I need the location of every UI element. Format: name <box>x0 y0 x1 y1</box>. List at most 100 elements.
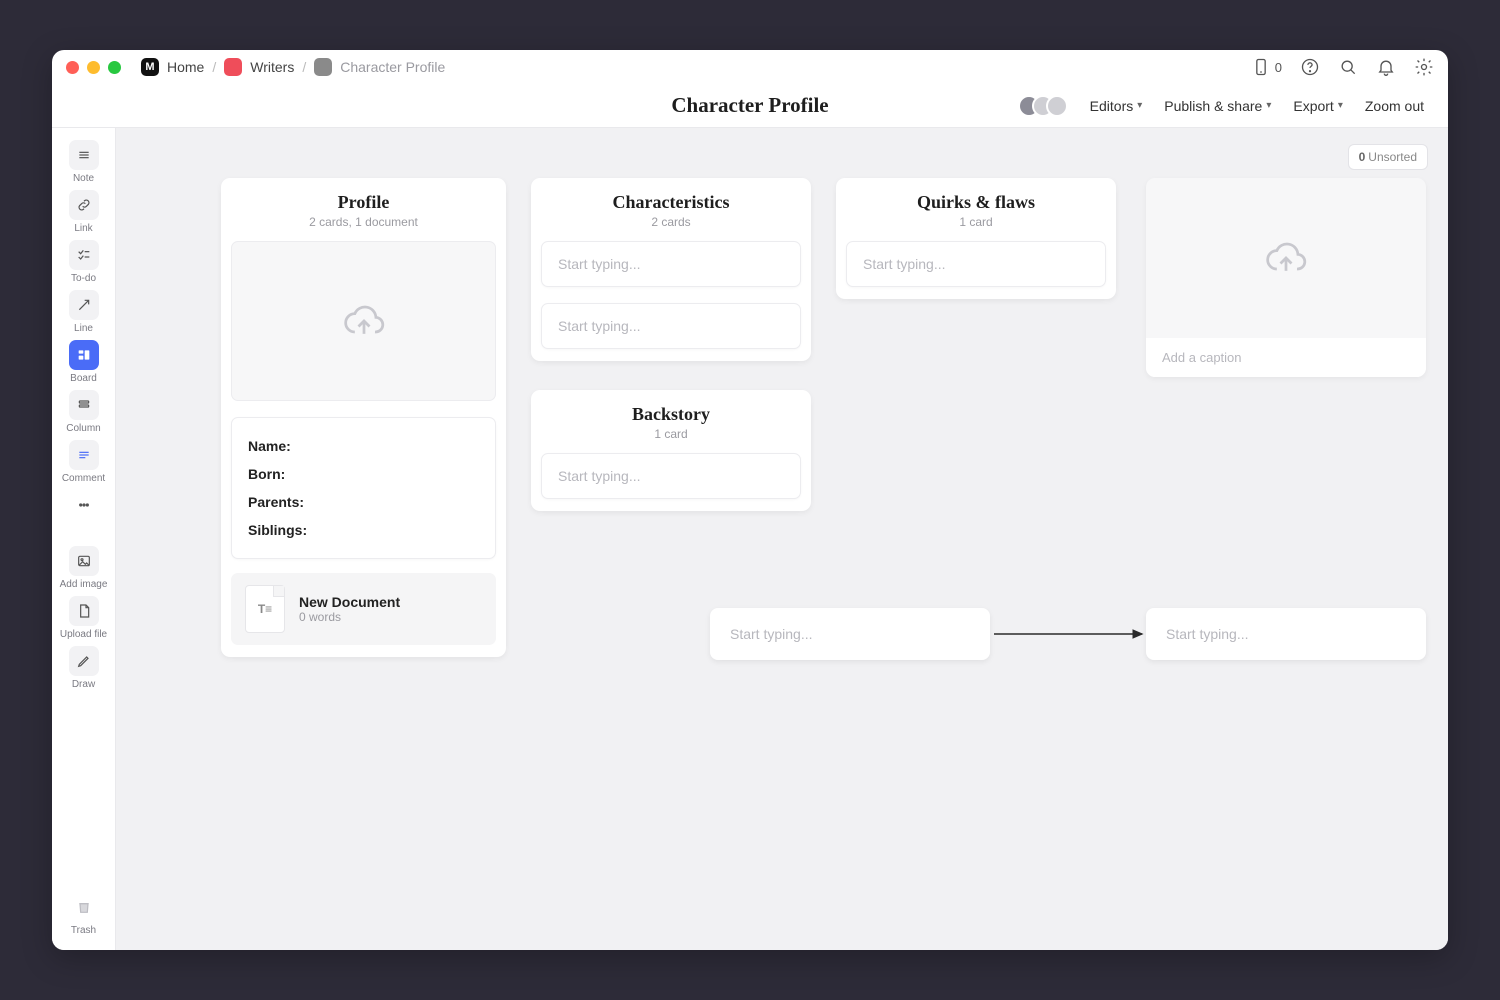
column-icon <box>76 397 92 413</box>
board-subtitle: 1 card <box>547 427 795 441</box>
tool-todo[interactable]: To-do <box>60 240 108 284</box>
chevron-down-icon: ▾ <box>1137 100 1142 111</box>
tool-label: Board <box>70 373 97 384</box>
maximize-icon[interactable] <box>108 61 121 74</box>
tool-note[interactable]: Note <box>60 140 108 184</box>
board-quirks[interactable]: Quirks & flaws 1 card Start typing... <box>836 178 1116 299</box>
note-card[interactable]: Start typing... <box>1146 608 1426 660</box>
trash-icon <box>76 899 92 915</box>
chevron-down-icon: ▾ <box>1338 100 1343 111</box>
profile-fields-card[interactable]: Name: Born: Parents: Siblings: <box>231 417 496 559</box>
note-card[interactable]: Start typing... <box>541 453 801 499</box>
breadcrumb-page[interactable]: Character Profile <box>340 59 445 75</box>
tool-add-image[interactable]: Add image <box>60 546 108 590</box>
connector-arrow[interactable] <box>988 628 1148 642</box>
board-backstory[interactable]: Backstory 1 card Start typing... <box>531 390 811 511</box>
tool-link[interactable]: Link <box>60 190 108 234</box>
field-siblings: Siblings: <box>248 516 479 544</box>
tool-line[interactable]: Line <box>60 290 108 334</box>
editors-menu[interactable]: Editors▾ <box>1090 98 1143 114</box>
tool-board[interactable]: Board <box>60 340 108 384</box>
tool-label: Comment <box>62 473 105 484</box>
page-title: Character Profile <box>671 93 828 118</box>
tool-label: Upload file <box>60 629 107 640</box>
home-icon[interactable]: M <box>141 58 159 76</box>
board-subtitle: 1 card <box>852 215 1100 229</box>
board-title: Profile <box>237 192 490 213</box>
upload-cloud-icon <box>342 299 386 343</box>
checklist-icon <box>76 247 92 263</box>
writers-icon[interactable] <box>224 58 242 76</box>
file-icon <box>76 603 92 619</box>
tab-bar: M Home / Writers / Character Profile 0 <box>52 50 1448 84</box>
help-icon <box>1300 57 1320 77</box>
window-controls[interactable] <box>66 61 121 74</box>
app-body: Note Link To-do Line Board Column <box>52 128 1448 950</box>
chevron-down-icon: ▾ <box>1266 100 1271 111</box>
note-card[interactable]: Start typing... <box>710 608 990 660</box>
tool-label: Link <box>74 223 92 234</box>
document-card[interactable]: T≡ New Document 0 words <box>231 573 496 645</box>
comment-icon <box>76 447 92 463</box>
unsorted-badge[interactable]: 0Unsorted <box>1348 144 1428 170</box>
tool-label: Column <box>66 423 100 434</box>
export-menu[interactable]: Export ▾ <box>1293 98 1343 114</box>
board-title: Quirks & flaws <box>852 192 1100 213</box>
tool-label: Draw <box>72 679 95 690</box>
breadcrumb-sep: / <box>302 59 306 75</box>
field-parents: Parents: <box>248 488 479 516</box>
gear-icon <box>1414 57 1434 77</box>
breadcrumb-home[interactable]: Home <box>167 59 204 75</box>
board-icon <box>76 347 92 363</box>
image-icon <box>76 553 92 569</box>
image-dropzone[interactable] <box>231 241 496 401</box>
editor-avatars[interactable] <box>1018 95 1068 117</box>
tool-more[interactable] <box>60 490 108 520</box>
tool-label: Line <box>74 323 93 334</box>
tool-trash[interactable]: Trash <box>60 892 108 936</box>
phone-icon <box>1251 57 1271 77</box>
unsorted-label: Unsorted <box>1368 150 1417 164</box>
tool-column[interactable]: Column <box>60 390 108 434</box>
publish-label: Publish & share <box>1164 98 1262 114</box>
mobile-preview-button[interactable]: 0 <box>1251 57 1282 77</box>
zoom-out-button[interactable]: Zoom out <box>1365 98 1424 114</box>
breadcrumb-writers[interactable]: Writers <box>250 59 294 75</box>
board-characteristics[interactable]: Characteristics 2 cards Start typing... … <box>531 178 811 361</box>
image-placeholder[interactable]: Add a caption <box>1146 178 1426 377</box>
note-card[interactable]: Start typing... <box>541 303 801 349</box>
board-profile[interactable]: Profile 2 cards, 1 document Name: Born: … <box>221 178 506 657</box>
help-button[interactable] <box>1300 57 1320 77</box>
document-title: New Document <box>299 594 400 610</box>
export-label: Export <box>1293 98 1333 114</box>
canvas[interactable]: 0Unsorted Profile 2 cards, 1 document Na… <box>116 128 1448 950</box>
tool-upload-file[interactable]: Upload file <box>60 596 108 640</box>
board-subtitle: 2 cards <box>547 215 795 229</box>
document-icon: T≡ <box>245 585 285 633</box>
board-title: Characteristics <box>547 192 795 213</box>
note-card[interactable]: Start typing... <box>541 241 801 287</box>
tool-draw[interactable]: Draw <box>60 646 108 690</box>
mobile-count: 0 <box>1275 60 1282 75</box>
publish-menu[interactable]: Publish & share ▾ <box>1164 98 1271 114</box>
search-button[interactable] <box>1338 57 1358 77</box>
minimize-icon[interactable] <box>87 61 100 74</box>
document-subtitle: 0 words <box>299 610 400 624</box>
tool-label: Note <box>73 173 94 184</box>
arrow-icon <box>76 297 92 313</box>
page-icon[interactable] <box>314 58 332 76</box>
pencil-icon <box>76 653 92 669</box>
editors-label: Editors <box>1090 98 1134 114</box>
close-icon[interactable] <box>66 61 79 74</box>
tool-comment[interactable]: Comment <box>60 440 108 484</box>
board-subtitle: 2 cards, 1 document <box>237 215 490 229</box>
app-window: M Home / Writers / Character Profile 0 <box>52 50 1448 950</box>
note-card[interactable]: Start typing... <box>846 241 1106 287</box>
board-title: Backstory <box>547 404 795 425</box>
settings-button[interactable] <box>1414 57 1434 77</box>
caption-input[interactable]: Add a caption <box>1146 338 1426 377</box>
image-dropzone[interactable] <box>1146 178 1426 338</box>
avatar[interactable] <box>1046 95 1068 117</box>
field-name: Name: <box>248 432 479 460</box>
notifications-button[interactable] <box>1376 57 1396 77</box>
